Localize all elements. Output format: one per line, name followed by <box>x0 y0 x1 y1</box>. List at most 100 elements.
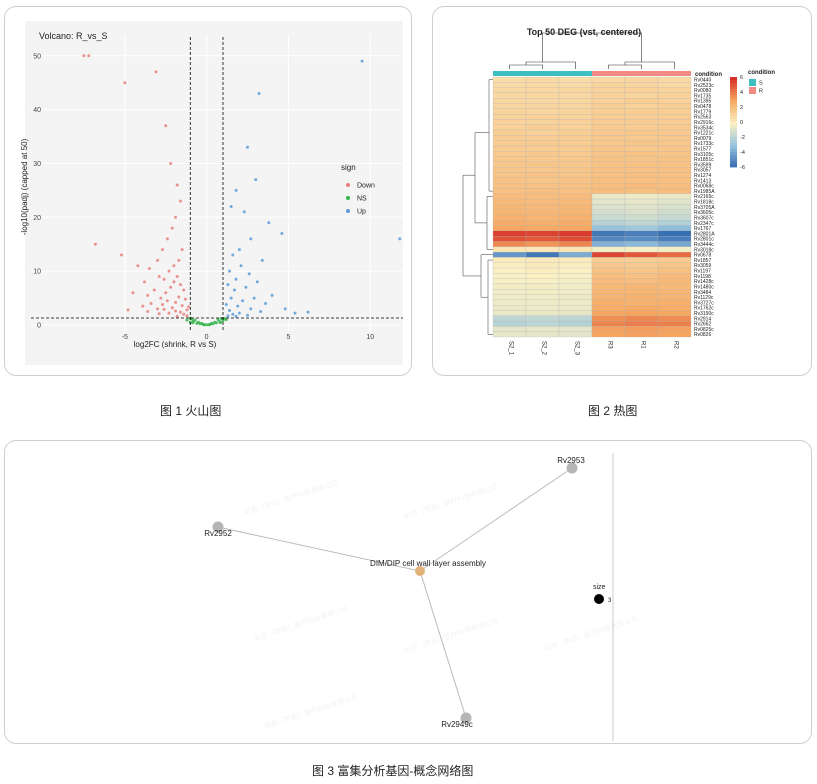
color-scale-segment <box>730 161 737 165</box>
gene-label: Rv2347c <box>694 221 714 227</box>
heatmap-cell <box>558 283 593 290</box>
data-point-up <box>259 310 263 314</box>
data-point-ns <box>210 321 214 325</box>
heatmap-cell <box>624 299 659 306</box>
heatmap-cell <box>492 273 527 279</box>
annotation-label: condition <box>695 72 722 78</box>
heatmap-cell <box>657 283 692 290</box>
heatmap-cell <box>624 124 659 131</box>
volcano-plot: -5 0 5 10 0 10 20 30 40 50 Volcano: R_vs_S log2FC… <box>20 21 403 365</box>
data-point-down <box>174 215 178 219</box>
concept-node <box>415 566 425 576</box>
heatmap-cell <box>657 278 692 285</box>
legend-swatch-down <box>346 183 350 187</box>
data-point-down <box>187 305 191 309</box>
heatmap-cell <box>591 182 626 189</box>
color-scale-segment <box>730 113 737 117</box>
data-point-down <box>172 264 176 268</box>
column-dendrogram <box>542 32 642 62</box>
heatmap-cell <box>591 108 626 115</box>
network-edge <box>419 467 573 572</box>
heatmap-cell <box>558 151 593 157</box>
heatmap-cell <box>591 198 626 205</box>
heatmap-cell <box>492 257 527 263</box>
heatmap-cell <box>657 299 692 306</box>
data-point-down <box>177 295 181 299</box>
gene-label: Rv0478 <box>694 104 711 110</box>
heatmap-cell <box>525 76 560 83</box>
legend-title: sign <box>341 163 356 172</box>
heatmap-cell <box>492 161 527 168</box>
heatmap-cell <box>558 172 593 178</box>
data-point-down <box>175 314 179 318</box>
heatmap-cell <box>657 108 692 115</box>
gene-label: Rv2914 <box>694 316 711 322</box>
heatmap-cell <box>591 299 626 306</box>
heatmap-cell <box>525 257 560 263</box>
concept-label: DIM/DIP cell wall layer assembly <box>370 559 486 568</box>
gene-node <box>460 712 472 724</box>
color-scale-segment <box>730 155 737 159</box>
gene-label: Rv3484 <box>694 290 711 296</box>
y-tick-label: 10 <box>33 269 41 276</box>
heatmap-cell <box>492 198 527 205</box>
color-scale-segment <box>730 143 737 147</box>
color-scale-tick: 0 <box>740 120 743 126</box>
data-point-up <box>255 280 259 284</box>
color-scale-segment <box>730 80 737 84</box>
data-point-up <box>306 310 310 314</box>
heatmap-cell <box>558 315 593 322</box>
heatmap-cell <box>558 145 593 152</box>
gene-label: Rv0440 <box>694 78 711 84</box>
data-point-up <box>239 264 243 268</box>
heatmap-cell <box>591 145 626 152</box>
heatmap-cell <box>558 92 593 99</box>
data-point-down <box>182 312 186 316</box>
heatmap-cell <box>657 331 692 338</box>
heatmap-cell <box>624 273 659 279</box>
data-point-down <box>178 310 182 314</box>
heatmap-cell <box>624 236 659 242</box>
condition-legend-label-r: R <box>759 89 763 95</box>
gene-label: Rv1129c <box>694 295 714 301</box>
heatmap-cell <box>624 310 659 316</box>
heatmap-cell <box>525 114 560 120</box>
heatmap-cell <box>558 273 593 279</box>
data-point-down <box>87 54 91 58</box>
data-point-down <box>167 311 171 315</box>
heatmap-cell <box>558 87 593 94</box>
heatmap-cell <box>558 220 593 226</box>
gene-node <box>566 462 578 474</box>
heatmap-cell <box>657 305 692 311</box>
heatmap-cell <box>657 145 692 152</box>
heatmap-cell <box>591 119 626 125</box>
data-point-down <box>154 70 158 74</box>
heatmap-cell <box>624 267 659 274</box>
heatmap-cell <box>525 326 560 332</box>
heatmap-cell <box>657 140 692 147</box>
gene-label: Rv2801A <box>694 231 715 237</box>
heatmap-cell <box>492 315 527 322</box>
heatmap-cell <box>657 326 692 332</box>
heatmap-cell <box>657 289 692 295</box>
heatmap-cell <box>591 278 626 285</box>
data-point-up <box>246 145 250 149</box>
gene-label: Rv3190c <box>694 311 714 317</box>
heatmap-cell <box>492 225 527 232</box>
heatmap-cell <box>591 161 626 168</box>
heatmap-cell <box>492 188 527 194</box>
network-edge <box>217 526 421 572</box>
heatmap-cell <box>558 140 593 147</box>
gene-label: Rv3727c <box>694 300 714 306</box>
gene-label: Rv0079 <box>694 136 711 142</box>
color-scale-segment <box>730 164 737 168</box>
heatmap-cell <box>624 114 659 120</box>
heatmap-cell <box>591 209 626 216</box>
data-point-ns <box>196 320 200 324</box>
data-point-down <box>177 258 181 262</box>
heatmap-cell <box>624 225 659 232</box>
sample-label: S2_1 <box>508 341 514 356</box>
column-dendrogram <box>509 64 543 69</box>
gene-label: Rv0678 <box>694 253 711 259</box>
gene-label: Rv0068c <box>694 184 714 190</box>
